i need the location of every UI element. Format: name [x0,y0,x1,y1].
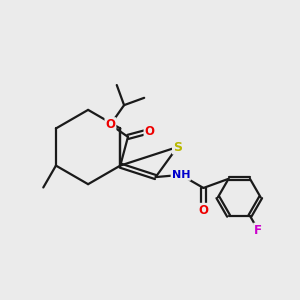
Text: O: O [198,204,208,217]
Text: NH: NH [172,170,190,180]
Text: O: O [105,118,116,131]
Text: S: S [173,140,182,154]
Text: O: O [145,124,154,138]
Text: F: F [254,224,262,236]
